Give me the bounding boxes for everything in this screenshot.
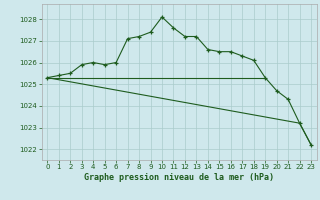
X-axis label: Graphe pression niveau de la mer (hPa): Graphe pression niveau de la mer (hPa) xyxy=(84,173,274,182)
